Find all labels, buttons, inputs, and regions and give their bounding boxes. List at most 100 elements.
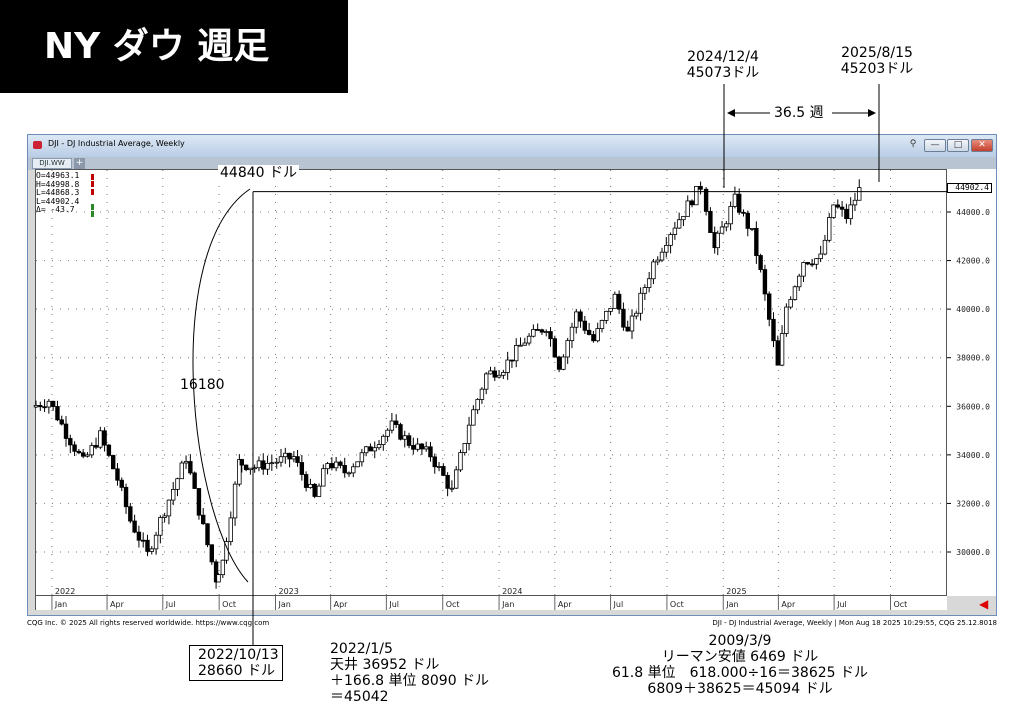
candle-body (243, 464, 249, 471)
calc2-line: リーマン安値 6469 ドル (661, 649, 819, 665)
app-icon (33, 141, 42, 149)
candle-body (561, 356, 566, 370)
candle-body (505, 359, 510, 373)
candle-body (685, 200, 690, 217)
year-label: 2023 (279, 587, 299, 596)
peak2-annotation: 2025/8/15 45203ドル (832, 45, 922, 77)
candle-body (299, 462, 305, 475)
candle-body (492, 370, 497, 378)
price-tick-label: 40000.0 (956, 305, 990, 314)
price-tick-label: 34000.0 (956, 451, 990, 460)
month-label: Jul (165, 600, 176, 609)
candle-body (119, 479, 124, 488)
candle-body (458, 452, 463, 471)
close-button[interactable]: ✕ (971, 139, 993, 152)
ohlc-swatch (91, 189, 94, 195)
candle-body (655, 259, 660, 263)
span-16180-brace (192, 188, 251, 583)
candle-body (216, 574, 221, 583)
candle-body (484, 373, 489, 390)
candle-body (642, 287, 648, 294)
candle-body (312, 483, 317, 497)
candle-body (574, 311, 579, 328)
footer-copyright: CQG Inc. © 2025 All rights reserved worl… (27, 619, 270, 627)
year-label: 2022 (55, 587, 75, 596)
candle-body (857, 187, 862, 201)
price-tick-label: 42000.0 (956, 257, 990, 266)
candle-body (171, 488, 176, 501)
candle-body (158, 517, 163, 536)
candle-body (359, 452, 365, 463)
candle-body (822, 239, 828, 255)
window-title: DJI - DJ Industrial Average, Weekly (48, 139, 185, 148)
ohlc-swatch (91, 174, 94, 180)
candle-body (724, 223, 729, 228)
candle-body (385, 429, 390, 437)
candle-body (329, 463, 335, 469)
ohlc-high: H=44998.8 (36, 179, 80, 189)
add-tab-button[interactable]: + (74, 158, 85, 169)
candle-body (612, 293, 618, 309)
candle-body (689, 200, 695, 206)
candle-body (805, 262, 810, 265)
ohlc-change: Δ= -43.7 (36, 205, 75, 214)
candle-body (381, 435, 386, 445)
candle-body (582, 320, 588, 331)
candle-body (248, 467, 253, 471)
month-label: Jan (278, 600, 291, 609)
plot-area[interactable] (35, 169, 947, 596)
candle-body (283, 452, 288, 458)
maximize-button[interactable]: □ (947, 139, 969, 152)
month-label: Oct (893, 600, 907, 609)
candle-body (265, 462, 270, 470)
candle-body (797, 275, 802, 288)
candle-body (213, 561, 219, 583)
calc2-annotation: 2009/3/9 リーマン安値 6469 ドル 61.8 単位 618.000÷… (600, 633, 880, 697)
candle-body (809, 263, 815, 266)
banner-title: NY ダウ 週足 (0, 0, 348, 93)
month-label: Oct (222, 600, 236, 609)
tab-dji[interactable]: DJI.WW (32, 158, 72, 169)
candle-body (681, 215, 686, 221)
span-16180-label: 16180 (180, 377, 225, 393)
candle-body (736, 193, 742, 213)
scroll-right-icon[interactable]: ◀ (979, 597, 989, 611)
candle-body (102, 430, 107, 446)
year-label: 2024 (502, 587, 522, 596)
peak1-annotation: 2024/12/4 45073ドル (678, 49, 768, 81)
candle-body (526, 335, 532, 344)
window-titlebar[interactable]: DJI - DJ Industrial Average, Weekly ⚲ — … (28, 135, 996, 157)
peak2-price: 45203ドル (840, 61, 914, 77)
candle-body (132, 520, 137, 533)
candle-body (55, 406, 60, 421)
candle-body (153, 534, 159, 550)
link-icon[interactable]: ⚲ (909, 139, 917, 149)
level-44840-label: 44840 ドル (218, 165, 299, 181)
candle-body (80, 452, 86, 457)
candle-body (436, 466, 442, 468)
candle-body (201, 514, 206, 525)
month-label: Apr (334, 600, 349, 609)
candle-body (664, 244, 669, 253)
month-label: Jan (54, 600, 67, 609)
candle-body (295, 456, 300, 463)
time-axis (35, 596, 947, 610)
candle-body (308, 483, 313, 488)
candle-body (496, 374, 502, 378)
candle-body (232, 483, 238, 519)
candle-body (351, 466, 356, 474)
candle-body (149, 548, 154, 552)
candle-body (749, 227, 755, 230)
candle-body (406, 435, 412, 446)
candle-body (767, 293, 772, 320)
candle-body (616, 293, 622, 310)
peak1-price: 45073ドル (686, 65, 760, 81)
candle-body (46, 400, 52, 408)
candle-body (792, 286, 798, 300)
minimize-button[interactable]: — (924, 139, 946, 152)
candle-body (694, 185, 699, 206)
candle-body (569, 326, 575, 341)
candle-body (261, 460, 266, 470)
candle-body (556, 356, 562, 370)
ohlc-readout: O=44963.1 H=44998.8 L=44868.3 L=44902.4 … (36, 171, 80, 215)
